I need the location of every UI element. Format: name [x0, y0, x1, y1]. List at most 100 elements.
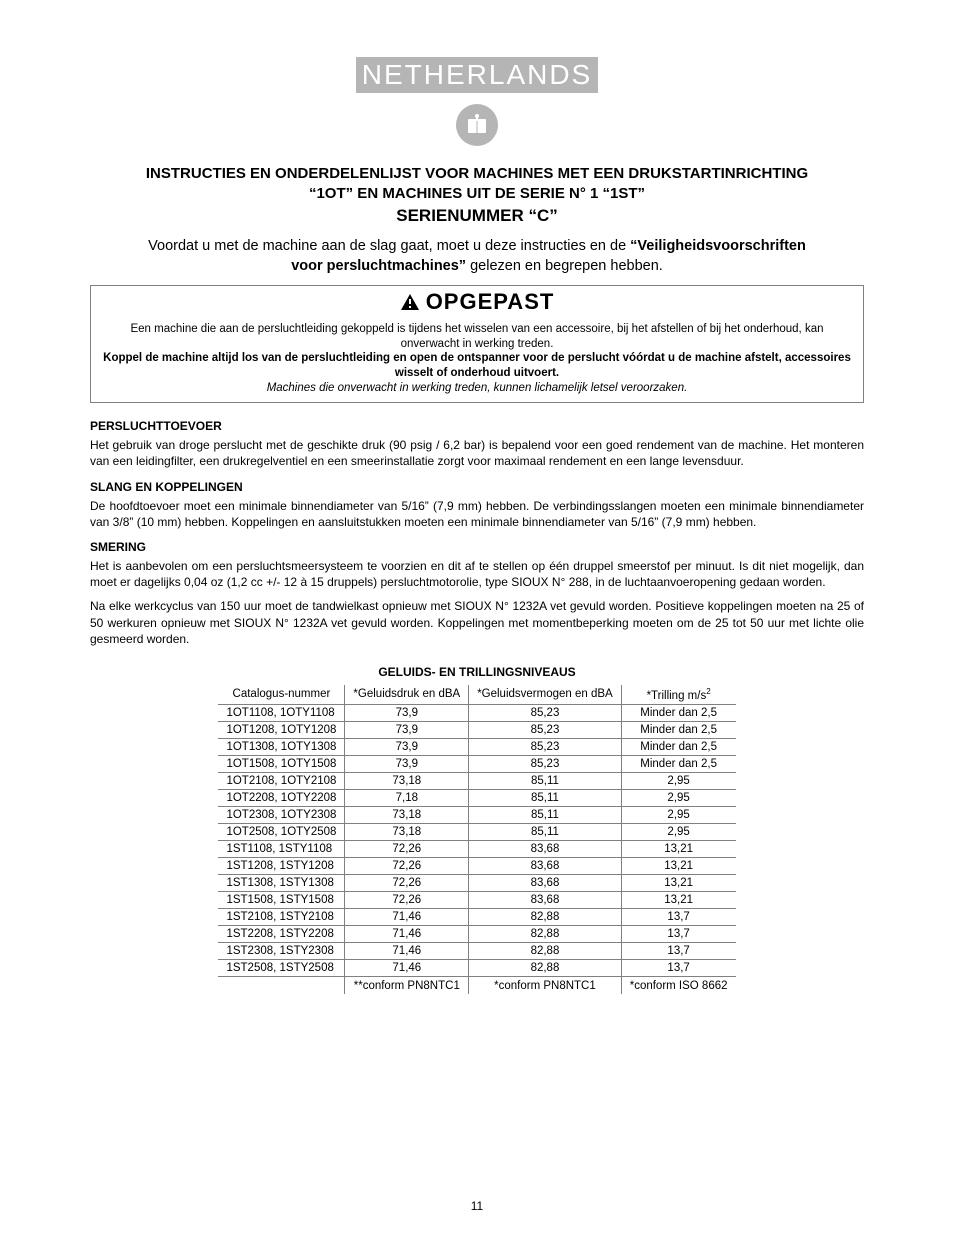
manual-page: NETHERLANDS INSTRUCTIES EN ONDERDELENLIJ…	[0, 0, 954, 1235]
table-cell: 71,46	[345, 959, 469, 976]
table-row: 1ST1208, 1STY120872,2683,6813,21	[218, 857, 735, 874]
sections-container: PERSLUCHTTOEVOER Het gebruik van droge pe…	[90, 419, 864, 647]
table-cell: 85,11	[469, 823, 622, 840]
title-line-3: SERIENUMMER “C”	[90, 205, 864, 228]
intro-bold-1: “Veiligheidsvoorschriften	[630, 238, 806, 254]
table-cell: 82,88	[469, 942, 622, 959]
table-cell: 13,7	[621, 942, 735, 959]
warning-triangle-icon	[400, 293, 420, 311]
footer-cell-1: **conform PN8NTC1	[345, 976, 469, 994]
table-cell: 1ST2508, 1STY2508	[218, 959, 344, 976]
table-footer-row: **conform PN8NTC1 *conform PN8NTC1 *conf…	[218, 976, 735, 994]
col-header-vibration: *Trilling m/s2	[621, 685, 735, 704]
title-line-1: INSTRUCTIES EN ONDERDELENLIJST VOOR MACH…	[90, 164, 864, 184]
warning-line-3: Machines die onverwacht in werking trede…	[103, 381, 851, 396]
table-cell: 72,26	[345, 891, 469, 908]
table-row: 1OT2508, 1OTY250873,1885,112,95	[218, 823, 735, 840]
table-cell: 85,11	[469, 806, 622, 823]
table-row: 1OT2108, 1OTY210873,1885,112,95	[218, 772, 735, 789]
table-cell: 13,7	[621, 925, 735, 942]
table-cell: 2,95	[621, 772, 735, 789]
warning-label: OPGEPAST	[426, 289, 555, 315]
table-row: 1OT1208, 1OTY120873,985,23Minder dan 2,5	[218, 721, 735, 738]
table-cell: 2,95	[621, 823, 735, 840]
table-cell: 1OT2508, 1OTY2508	[218, 823, 344, 840]
table-cell: 1OT1108, 1OTY1108	[218, 704, 344, 721]
table-cell: 1ST1108, 1STY1108	[218, 840, 344, 857]
table-cell: Minder dan 2,5	[621, 738, 735, 755]
footer-cell-0	[218, 976, 344, 994]
table-row: 1OT1508, 1OTY150873,985,23Minder dan 2,5	[218, 755, 735, 772]
table-cell: 83,68	[469, 857, 622, 874]
section-paragraph: Het is aanbevolen om een persluchtsmeers…	[90, 558, 864, 590]
table-cell: 1OT1508, 1OTY1508	[218, 755, 344, 772]
table-cell: Minder dan 2,5	[621, 755, 735, 772]
table-cell: 1ST1208, 1STY1208	[218, 857, 344, 874]
table-row: 1ST1108, 1STY110872,2683,6813,21	[218, 840, 735, 857]
table-cell: 13,21	[621, 874, 735, 891]
table-cell: 72,26	[345, 857, 469, 874]
title-line-2: “1OT” EN MACHINES UIT DE SERIE N° 1 “1ST…	[90, 184, 864, 204]
section-paragraph: Na elke werkcyclus van 150 uur moet de t…	[90, 598, 864, 647]
footer-cell-2: *conform PN8NTC1	[469, 976, 622, 994]
warning-body: Een machine die aan de persluchtleiding …	[91, 318, 863, 397]
table-cell: 71,46	[345, 908, 469, 925]
table-cell: 85,11	[469, 772, 622, 789]
table-cell: 13,21	[621, 857, 735, 874]
intro-bold-2: voor persluchtmachines”	[291, 258, 466, 274]
country-label: NETHERLANDS	[355, 56, 599, 94]
table-cell: 73,9	[345, 704, 469, 721]
table-cell: Minder dan 2,5	[621, 704, 735, 721]
table-cell: 85,23	[469, 721, 622, 738]
section-heading: SLANG EN KOPPELINGEN	[90, 480, 864, 494]
table-cell: 72,26	[345, 874, 469, 891]
table-cell: 85,23	[469, 738, 622, 755]
table-cell: 7,18	[345, 789, 469, 806]
table-cell: 1OT2308, 1OTY2308	[218, 806, 344, 823]
table-cell: 13,7	[621, 959, 735, 976]
table-row: 1OT2308, 1OTY230873,1885,112,95	[218, 806, 735, 823]
table-cell: 73,18	[345, 823, 469, 840]
table-cell: 82,88	[469, 908, 622, 925]
table-cell: 83,68	[469, 840, 622, 857]
section-heading: SMERING	[90, 540, 864, 554]
table-row: 1ST2508, 1STY250871,4682,8813,7	[218, 959, 735, 976]
section-paragraph: Het gebruik van droge perslucht met de g…	[90, 437, 864, 469]
table-cell: 71,46	[345, 942, 469, 959]
table-cell: 13,7	[621, 908, 735, 925]
document-title: INSTRUCTIES EN ONDERDELENLIJST VOOR MACH…	[90, 164, 864, 227]
table-cell: 71,46	[345, 925, 469, 942]
warning-box: OPGEPAST Een machine die aan de persluch…	[90, 285, 864, 404]
table-cell: 2,95	[621, 789, 735, 806]
table-cell: 1OT1308, 1OTY1308	[218, 738, 344, 755]
table-cell: 73,9	[345, 755, 469, 772]
table-cell: 85,23	[469, 704, 622, 721]
table-row: 1ST1508, 1STY150872,2683,6813,21	[218, 891, 735, 908]
table-cell: 73,18	[345, 772, 469, 789]
warning-header: OPGEPAST	[91, 286, 863, 318]
table-header-row: Catalogus-nummer *Geluidsdruk en dBA *Ge…	[218, 685, 735, 704]
table-row: 1OT2208, 1OTY22087,1885,112,95	[218, 789, 735, 806]
table-cell: 13,21	[621, 891, 735, 908]
table-title: GELUIDS- EN TRILLINGSNIVEAUS	[90, 665, 864, 679]
warning-line-1: Een machine die aan de persluchtleiding …	[103, 322, 851, 352]
table-cell: 83,68	[469, 874, 622, 891]
section-paragraph: De hoofdtoevoer moet een minimale binnen…	[90, 498, 864, 530]
table-cell: 1ST1308, 1STY1308	[218, 874, 344, 891]
table-cell: 73,9	[345, 738, 469, 755]
section-heading: PERSLUCHTTOEVOER	[90, 419, 864, 433]
table-cell: 2,95	[621, 806, 735, 823]
table-cell: 1ST2308, 1STY2308	[218, 942, 344, 959]
table-cell: 1ST2208, 1STY2208	[218, 925, 344, 942]
table-cell: 73,9	[345, 721, 469, 738]
intro-post: gelezen en begrepen hebben.	[466, 258, 663, 274]
table-cell: 1OT1208, 1OTY1208	[218, 721, 344, 738]
table-cell: 1ST2108, 1STY2108	[218, 908, 344, 925]
table-cell: Minder dan 2,5	[621, 721, 735, 738]
col-header-catalog: Catalogus-nummer	[218, 685, 344, 704]
intro-pre: Voordat u met de machine aan de slag gaa…	[148, 238, 630, 254]
footer-cell-3: *conform ISO 8662	[621, 976, 735, 994]
intro-paragraph: Voordat u met de machine aan de slag gaa…	[90, 237, 864, 276]
table-row: 1ST2308, 1STY230871,4682,8813,7	[218, 942, 735, 959]
info-manual-icon	[456, 104, 498, 146]
